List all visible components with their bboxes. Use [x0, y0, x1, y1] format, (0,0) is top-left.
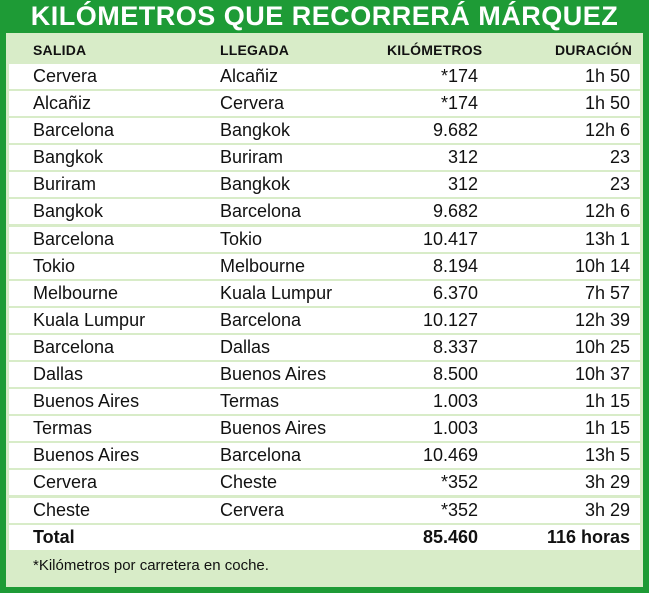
- cell-duracion: 12h 39: [574, 309, 630, 330]
- cell-llegada: Buenos Aires: [220, 364, 327, 385]
- header-duracion: Duración: [555, 42, 633, 58]
- cell-kilometros: 312: [447, 147, 478, 168]
- cell-llegada: Bangkok: [220, 120, 291, 141]
- cell-kilometros: 8.337: [432, 336, 478, 357]
- cell-kilometros: *352: [440, 499, 478, 520]
- table-panel: Salida Llegada Kilómetros Duración Cerve…: [6, 33, 643, 587]
- footnote: *Kilómetros por carretera en coche.: [33, 557, 269, 574]
- table-row: Cervera Cheste *352 3h 29: [9, 470, 640, 496]
- cell-salida: Bangkok: [33, 201, 104, 222]
- cell-llegada: Barcelona: [220, 445, 302, 466]
- cell-kilometros: 10.469: [422, 445, 478, 466]
- cell-duracion: 3h 29: [584, 499, 630, 520]
- cell-duracion: 1h 15: [584, 391, 630, 412]
- cell-llegada: Kuala Lumpur: [220, 282, 333, 303]
- cell-salida: Buriram: [33, 174, 97, 195]
- header-salida: Salida: [33, 42, 87, 58]
- cell-llegada: Cervera: [220, 499, 285, 520]
- cell-duracion: 1h 50: [584, 93, 630, 114]
- table-row: Buenos Aires Barcelona 10.469 13h 5: [9, 443, 640, 469]
- cell-salida: Cheste: [33, 499, 91, 520]
- table-row: Buenos Aires Termas 1.003 1h 15: [9, 389, 640, 415]
- cell-salida: Cervera: [33, 472, 98, 493]
- cell-kilometros: 10.127: [422, 309, 478, 330]
- table-row: Bangkok Barcelona 9.682 12h 6: [9, 199, 640, 225]
- cell-duracion: 12h 6: [584, 120, 630, 141]
- cell-llegada: Alcañiz: [220, 66, 279, 86]
- cell-salida: Kuala Lumpur: [33, 309, 146, 330]
- cell-llegada: Barcelona: [220, 309, 302, 330]
- cell-kilometros: 6.370: [432, 282, 478, 303]
- cell-kilometros: *174: [440, 93, 478, 114]
- header-llegada: Llegada: [220, 42, 290, 58]
- cell-duracion: 10h 14: [574, 255, 630, 276]
- cell-duracion: 3h 29: [584, 472, 630, 493]
- cell-duracion: 23: [609, 147, 630, 168]
- cell-kilometros: 312: [447, 174, 478, 195]
- table-row: Kuala Lumpur Barcelona 10.127 12h 39: [9, 307, 640, 333]
- cell-kilometros: 8.194: [432, 255, 478, 276]
- cell-kilometros: 9.682: [432, 120, 478, 141]
- table-row: Tokio Melbourne 8.194 10h 14: [9, 253, 640, 279]
- cell-duracion: 23: [609, 174, 630, 195]
- table-row: Bangkok Buriram 312 23: [9, 145, 640, 171]
- header-kilometros: Kilómetros: [387, 42, 483, 58]
- cell-llegada: Termas: [220, 391, 280, 412]
- cell-salida: Dallas: [33, 364, 84, 385]
- cell-llegada: Dallas: [220, 336, 271, 357]
- total-km: 85.460: [422, 526, 478, 547]
- cell-salida: Barcelona: [33, 336, 115, 357]
- cell-salida: Tokio: [33, 255, 76, 276]
- cell-llegada: Bangkok: [220, 174, 291, 195]
- cell-llegada: Buriram: [220, 147, 284, 168]
- table-row: Barcelona Tokio 10.417 13h 1: [9, 226, 640, 252]
- cell-salida: Cervera: [33, 66, 98, 86]
- table-row: Alcañiz Cervera *174 1h 50: [9, 91, 640, 117]
- total-row: Total 85.460 116 horas: [9, 524, 640, 550]
- cell-salida: Buenos Aires: [33, 445, 140, 466]
- cell-duracion: 13h 1: [584, 228, 630, 249]
- cell-duracion: 7h 57: [584, 282, 630, 303]
- cell-duracion: 12h 6: [584, 201, 630, 222]
- cell-duracion: 1h 15: [584, 418, 630, 439]
- cell-salida: Bangkok: [33, 147, 104, 168]
- cell-kilometros: 1.003: [432, 418, 478, 439]
- table-row: Barcelona Dallas 8.337 10h 25: [9, 334, 640, 360]
- table-row: Buriram Bangkok 312 23: [9, 172, 640, 198]
- cell-salida: Barcelona: [33, 228, 115, 249]
- total-label: Total: [33, 526, 75, 547]
- cell-kilometros: 8.500: [432, 364, 478, 385]
- cell-llegada: Melbourne: [220, 255, 306, 276]
- cell-salida: Alcañiz: [33, 93, 92, 114]
- table-header: Salida Llegada Kilómetros Duración: [6, 33, 643, 64]
- cell-kilometros: *174: [440, 66, 478, 86]
- table-row: Cervera Alcañiz *174 1h 50: [9, 64, 640, 89]
- cell-duracion: 10h 37: [574, 364, 630, 385]
- table-row: Termas Buenos Aires 1.003 1h 15: [9, 416, 640, 442]
- cell-kilometros: 1.003: [432, 391, 478, 412]
- cell-llegada: Buenos Aires: [220, 418, 327, 439]
- table-row: Barcelona Bangkok 9.682 12h 6: [9, 118, 640, 144]
- cell-duracion: 1h 50: [584, 66, 630, 86]
- total-duration: 116 horas: [546, 526, 630, 547]
- cell-salida: Termas: [33, 418, 93, 439]
- cell-salida: Melbourne: [33, 282, 119, 303]
- table-row: Cheste Cervera *352 3h 29: [9, 497, 640, 523]
- table-body: Cervera Alcañiz *174 1h 50 Alcañiz Cervera *17…: [9, 64, 640, 552]
- cell-salida: Buenos Aires: [33, 391, 140, 412]
- cell-kilometros: 9.682: [432, 201, 478, 222]
- cell-duracion: 10h 25: [574, 336, 630, 357]
- cell-duracion: 13h 5: [584, 445, 630, 466]
- table-row: Melbourne Kuala Lumpur 6.370 7h 57: [9, 280, 640, 306]
- cell-kilometros: *352: [440, 472, 478, 493]
- cell-kilometros: 10.417: [422, 228, 478, 249]
- infographic-title: KILÓMETROS QUE RECORRERÁ MÁRQUEZ: [30, 1, 619, 31]
- cell-llegada: Tokio: [220, 228, 263, 249]
- table-row: Dallas Buenos Aires 8.500 10h 37: [9, 362, 640, 388]
- cell-llegada: Cervera: [220, 93, 285, 114]
- cell-llegada: Barcelona: [220, 201, 302, 222]
- cell-salida: Barcelona: [33, 120, 115, 141]
- cell-llegada: Cheste: [220, 472, 278, 493]
